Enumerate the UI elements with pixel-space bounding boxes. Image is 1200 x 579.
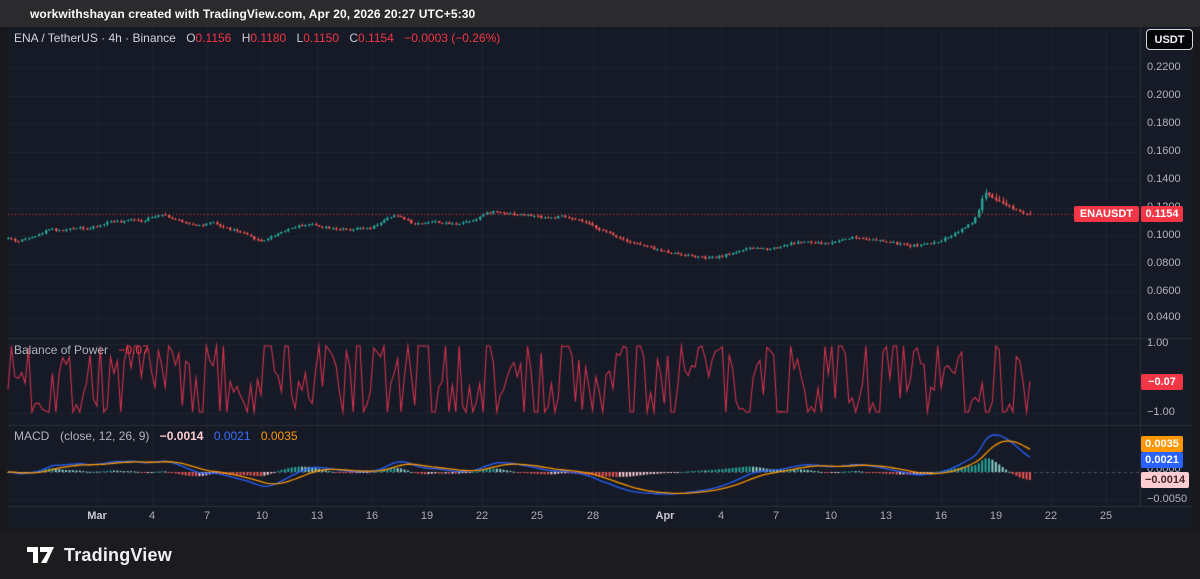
high-value: 0.1180 [250, 31, 287, 45]
open-value: 0.1156 [195, 31, 232, 45]
macd-signal-value: 0.0035 [260, 429, 298, 443]
time-tick-label: 19 [989, 510, 1003, 522]
low-value: 0.1150 [303, 31, 340, 45]
time-tick-label: 4 [717, 510, 725, 522]
bop-pane-header: Balance of Power −0.07 [14, 343, 149, 357]
bop-value: −0.07 [118, 343, 149, 357]
tradingview-logo-icon [27, 547, 54, 563]
price-axis-label: 0.1600 [1147, 145, 1181, 157]
symbol-title[interactable]: ENA / TetherUS · 4h · Binance [14, 31, 176, 45]
bop-indicator-title[interactable]: Balance of Power [14, 343, 109, 357]
macd-hist-value: −0.0014 [159, 429, 204, 443]
bop-axis-label: −1.00 [1147, 406, 1175, 418]
time-tick-label: 4 [148, 510, 156, 522]
time-tick-label: 19 [420, 510, 434, 522]
price-axis-label: 0.2000 [1147, 89, 1181, 101]
bop-value-tag: −0.07 [1141, 374, 1183, 390]
time-tick-label: Apr [655, 510, 675, 522]
attribution-bar: workwithshayan created with TradingView.… [0, 0, 1200, 27]
bop-axis-label: 1.00 [1147, 337, 1169, 349]
currency-toggle-button[interactable]: USDT [1146, 29, 1193, 50]
time-tick-label: 13 [879, 510, 893, 522]
macd-line-value: 0.0021 [213, 429, 251, 443]
tradingview-logo-link[interactable]: TradingView [27, 544, 172, 566]
price-axis-label: 0.0400 [1147, 311, 1181, 323]
time-tick-label: 22 [1044, 510, 1058, 522]
time-tick-label: 7 [203, 510, 211, 522]
price-axis-label: 0.0600 [1147, 285, 1181, 297]
price-axis[interactable]: 0.22000.20000.18000.16000.14000.12000.10… [1140, 27, 1192, 506]
time-tick-label: 10 [824, 510, 838, 522]
open-label: O [186, 31, 196, 45]
price-axis-label: 0.1800 [1147, 117, 1181, 129]
macd-value-tag: 0.0021 [1141, 452, 1183, 468]
time-tick-label: 22 [475, 510, 489, 522]
tradingview-brand-text: TradingView [64, 544, 172, 565]
price-axis-label: 0.1400 [1147, 173, 1181, 185]
macd-indicator-title[interactable]: MACD [14, 429, 50, 443]
time-tick-label: 13 [310, 510, 324, 522]
attribution-text: workwithshayan created with TradingView.… [30, 6, 476, 21]
time-tick-label: Mar [87, 510, 107, 522]
time-tick-label: 28 [586, 510, 600, 522]
macd-pane-header: MACD (close, 12, 26, 9) −0.0014 0.0021 0… [14, 429, 298, 443]
low-label: L [296, 31, 304, 45]
time-tick-label: 25 [1099, 510, 1113, 522]
price-axis-label: 0.0800 [1147, 257, 1181, 269]
last-price-symbol-tag: ENAUSDT [1073, 206, 1139, 222]
price-pane-header: ENA / TetherUS · 4h · Binance O0.1156 H0… [14, 31, 500, 45]
price-axis-label: 0.2200 [1147, 61, 1181, 73]
macd-axis-label: −0.0050 [1147, 493, 1188, 505]
time-tick-label: 25 [530, 510, 544, 522]
time-axis[interactable]: Mar 4 7 10 13 16 19 22 25 28 Apr 4 7 10 13 16 19 22 25 [8, 506, 1140, 528]
time-tick-label: 10 [255, 510, 269, 522]
close-value: 0.1154 [358, 31, 394, 45]
change-value: −0.0003 (−0.26%) [404, 31, 501, 45]
high-label: H [241, 31, 251, 45]
macd-params: (close, 12, 26, 9) [60, 429, 150, 443]
macd-value-tag: −0.0014 [1141, 472, 1190, 488]
footer-bar: TradingView [0, 531, 1200, 579]
time-tick-label: 16 [365, 510, 379, 522]
last-price-tag: 0.1154 [1141, 206, 1183, 222]
price-axis-label: 0.1000 [1147, 229, 1181, 241]
close-label: C [349, 31, 359, 45]
macd-value-tag: 0.0035 [1141, 436, 1183, 452]
time-tick-label: 7 [772, 510, 780, 522]
time-tick-label: 16 [934, 510, 948, 522]
